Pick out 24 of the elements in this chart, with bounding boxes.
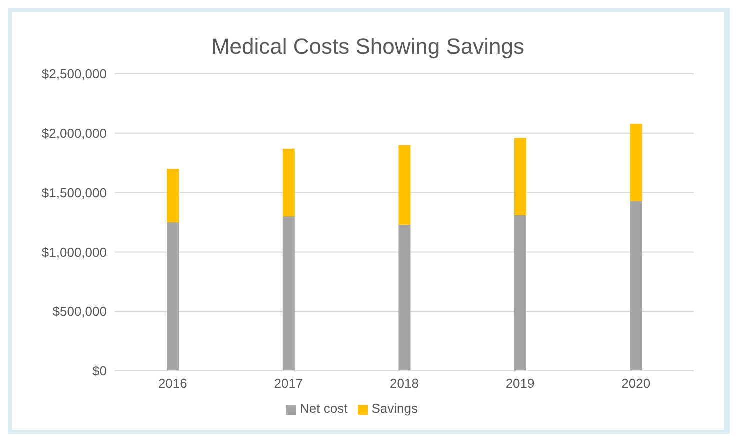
- y-tick-label: $2,500,000: [42, 66, 107, 82]
- bar: [398, 145, 411, 225]
- x-tick-label: 2019: [506, 376, 535, 392]
- bar: [630, 201, 642, 371]
- x-tick-label: 2020: [622, 376, 651, 392]
- bar: [282, 148, 295, 217]
- bar: [167, 222, 180, 371]
- y-tick-label: $1,500,000: [42, 185, 107, 200]
- x-tick-label: 2018: [390, 376, 419, 392]
- x-tick-label: 2016: [158, 376, 188, 392]
- bar: [514, 215, 527, 371]
- bar: [514, 138, 527, 216]
- bar: [282, 216, 295, 371]
- x-tick-label: 2017: [274, 376, 304, 392]
- y-tick-label: $2,000,000: [42, 126, 107, 142]
- y-tick-label: $500,000: [52, 304, 107, 320]
- legend-label: Net cost: [300, 401, 348, 416]
- bar: [630, 124, 642, 202]
- y-tick-label: $0: [92, 364, 107, 379]
- chart-title: Medical Costs Showing Savings: [210, 34, 526, 61]
- bar: [167, 169, 180, 222]
- y-tick-label: $1,000,000: [42, 244, 107, 260]
- bar: [398, 224, 411, 371]
- legend-label: Savings: [372, 401, 418, 416]
